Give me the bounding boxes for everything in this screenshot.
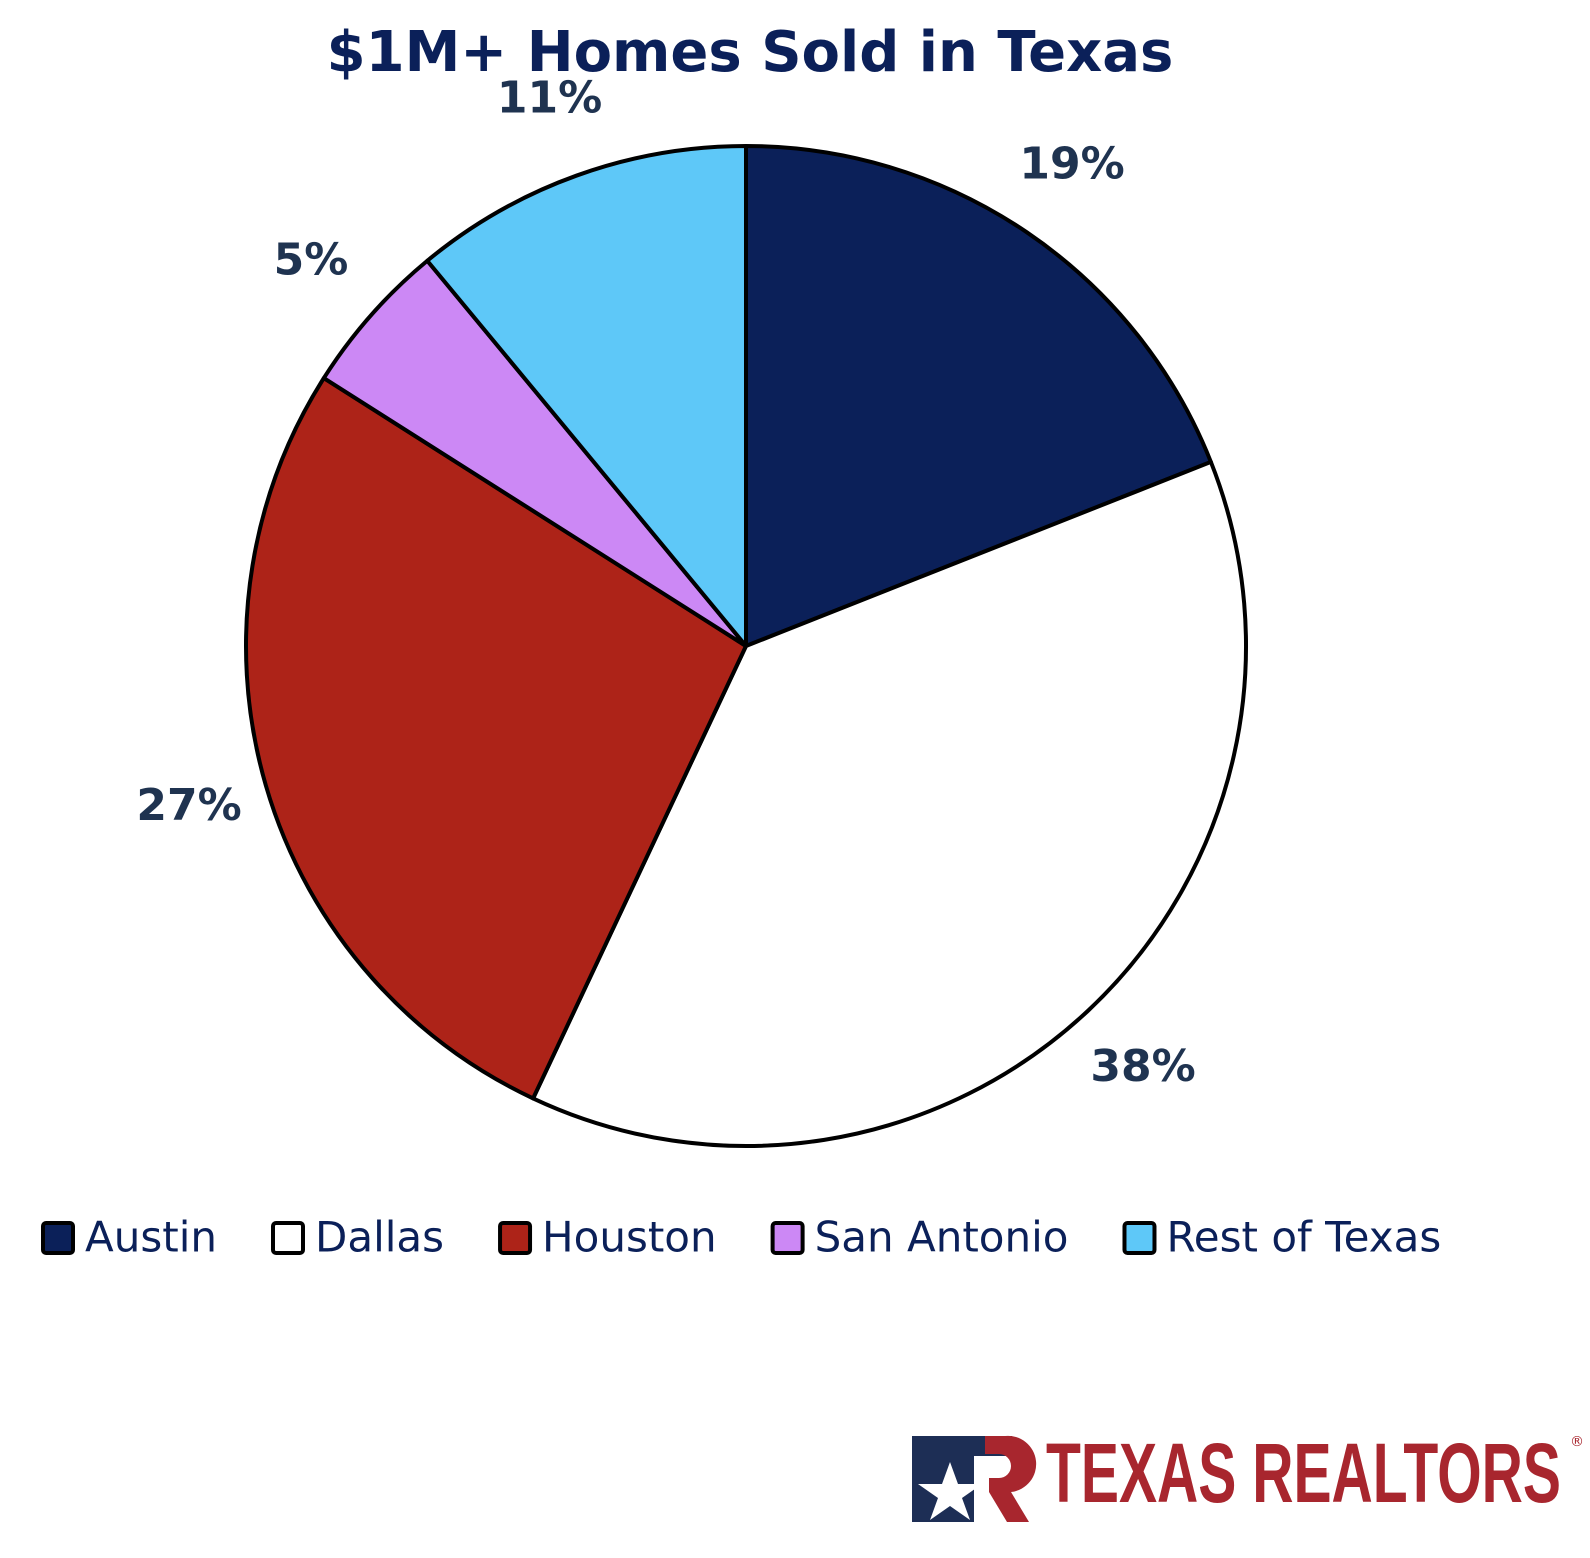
legend-swatch: [1122, 1221, 1157, 1255]
value-label: 19%: [1019, 138, 1124, 189]
chart-title: $1M+ Homes Sold in Texas: [327, 20, 1174, 85]
legend-label: Houston: [542, 1213, 717, 1262]
pie-slice: [244, 376, 748, 1101]
pie-slice: [425, 144, 748, 648]
legend-swatch: [41, 1221, 75, 1255]
legend-label: Rest of Texas: [1166, 1213, 1441, 1262]
logo-text: TEXAS REALTORS: [1046, 1426, 1561, 1520]
logo-icon: [912, 1435, 1037, 1522]
legend-label: San Antonio: [815, 1213, 1069, 1262]
pie-slice: [744, 144, 1213, 648]
legend-label: Austin: [85, 1213, 217, 1262]
value-label: 11%: [497, 72, 602, 123]
legend-swatch: [498, 1221, 533, 1255]
legend-swatch: [770, 1221, 805, 1255]
pie-slice: [321, 258, 748, 648]
logo-mark: ®: [1570, 1434, 1584, 1450]
value-label: 38%: [1090, 1041, 1195, 1092]
value-label: 5%: [274, 234, 349, 285]
value-label: 27%: [136, 780, 241, 831]
legend-label: Dallas: [315, 1213, 444, 1262]
legend-swatch: [271, 1221, 305, 1255]
pie-slice: [531, 459, 1248, 1148]
